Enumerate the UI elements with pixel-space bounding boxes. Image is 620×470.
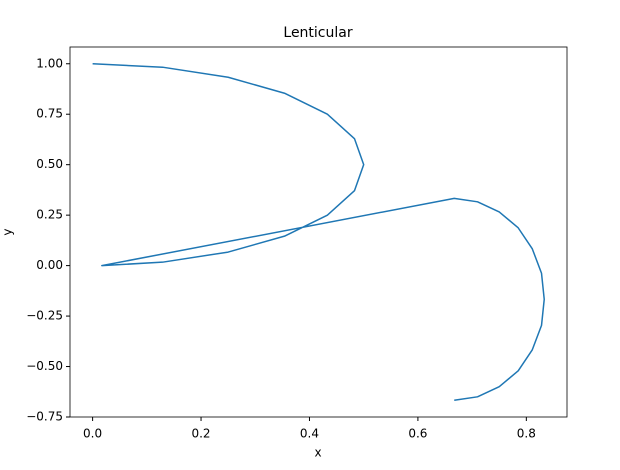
y-tick-label: 0.00 [36, 258, 63, 272]
y-tick-label: −0.75 [26, 410, 63, 424]
x-tick-label: 0.8 [517, 427, 536, 441]
x-tick-label: 0.6 [408, 427, 427, 441]
x-tick-label: 0.2 [191, 427, 210, 441]
data-line [92, 63, 545, 401]
plot-frame [69, 46, 568, 418]
y-tick-label: −0.50 [26, 359, 63, 373]
y-tick-label: 0.50 [36, 157, 63, 171]
y-tick-label: 1.00 [36, 56, 63, 70]
y-axis-label: y [1, 228, 15, 235]
y-tick-label: 0.25 [36, 208, 63, 222]
y-tick-label: −0.25 [26, 309, 63, 323]
x-tick-label: 0.0 [83, 427, 102, 441]
x-tick-label: 0.4 [300, 427, 319, 441]
x-axis-label: x [314, 446, 321, 460]
y-tick-label: 0.75 [36, 107, 63, 121]
chart-title: Lenticular [283, 25, 352, 41]
